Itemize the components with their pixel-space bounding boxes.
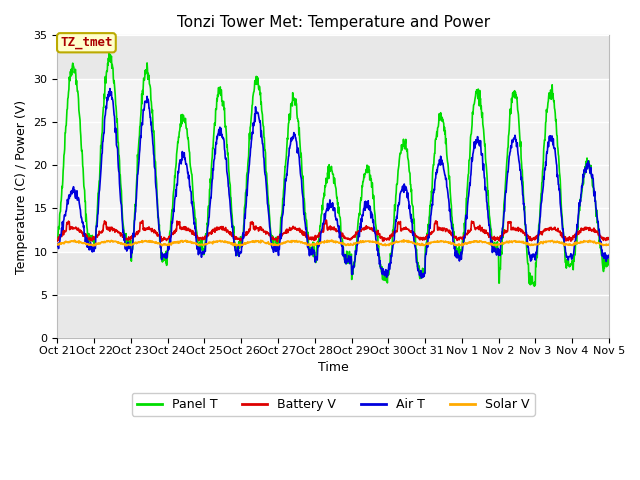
Panel T: [177, 121, 184, 127]
Air T: [492, 246, 499, 252]
Air T: [420, 274, 428, 280]
Line: Solar V: Solar V: [58, 240, 609, 246]
Solar V: [177, 239, 184, 244]
Air T: [177, 157, 184, 163]
Air T: [54, 243, 61, 249]
Solar V: [89, 243, 97, 249]
Text: TZ_tmet: TZ_tmet: [60, 36, 113, 49]
Panel T: [419, 271, 427, 276]
Solar V: [238, 242, 246, 248]
Solar V: [420, 241, 428, 247]
Panel T: [238, 241, 246, 247]
Battery V: [238, 237, 246, 243]
Air T: [418, 275, 426, 281]
Panel T: [531, 283, 538, 289]
Battery V: [273, 239, 281, 245]
Panel T: [106, 49, 113, 55]
Battery V: [492, 235, 499, 241]
Legend: Panel T, Battery V, Air T, Solar V: Panel T, Battery V, Air T, Solar V: [132, 393, 534, 416]
Solar V: [400, 237, 408, 243]
Solar V: [163, 242, 171, 248]
Panel T: [163, 256, 171, 262]
Title: Tonzi Tower Met: Temperature and Power: Tonzi Tower Met: Temperature and Power: [177, 15, 490, 30]
Air T: [605, 253, 612, 259]
Battery V: [420, 236, 428, 242]
Battery V: [323, 217, 330, 223]
Panel T: [54, 234, 61, 240]
Air T: [238, 244, 246, 250]
Line: Air T: Air T: [58, 89, 609, 278]
Solar V: [54, 242, 61, 248]
Panel T: [605, 259, 612, 265]
Battery V: [605, 236, 612, 242]
Solar V: [605, 241, 612, 247]
Air T: [540, 176, 548, 182]
Panel T: [492, 245, 499, 251]
Battery V: [163, 238, 170, 243]
X-axis label: Time: Time: [318, 361, 349, 374]
Battery V: [54, 238, 61, 244]
Bar: [58, 79, 609, 252]
Line: Panel T: Panel T: [58, 52, 609, 286]
Battery V: [176, 226, 184, 231]
Panel T: [540, 141, 548, 146]
Solar V: [540, 240, 548, 245]
Air T: [106, 86, 114, 92]
Air T: [163, 254, 171, 260]
Solar V: [492, 242, 499, 248]
Y-axis label: Temperature (C) / Power (V): Temperature (C) / Power (V): [15, 100, 28, 274]
Line: Battery V: Battery V: [58, 220, 609, 242]
Battery V: [540, 228, 548, 234]
